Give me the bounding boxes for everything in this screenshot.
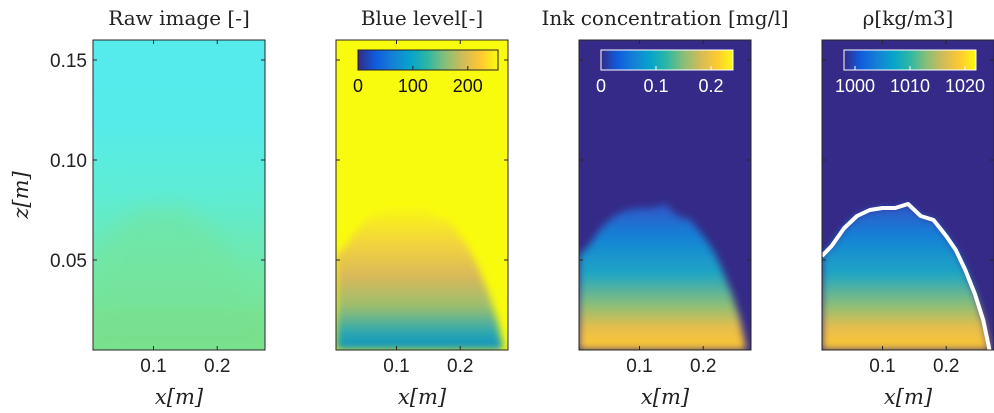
colorbar-tick-label: 1010 xyxy=(890,76,930,96)
axes-box-raw xyxy=(92,39,266,351)
y-tick-label: 0.05 xyxy=(50,251,87,272)
plume-blue xyxy=(336,204,504,350)
y-axis-label: z[m] xyxy=(9,171,33,220)
axes-box-density xyxy=(821,39,994,351)
axes-box-ink xyxy=(578,39,752,351)
x-tick-label: 0.2 xyxy=(204,356,230,377)
x-tick-label: 0.1 xyxy=(869,356,895,377)
axes-box-blue xyxy=(335,39,509,351)
colorbar-density: 1000 1010 1020 xyxy=(835,49,985,96)
colorbar-tick-label: 1000 xyxy=(835,76,875,96)
density-contour-line xyxy=(822,202,992,350)
subplot-raw: 0.1 0.2 0.05 0.10 0.15 Raw image [-] xyxy=(50,6,266,377)
x-tick-label: 0.2 xyxy=(447,356,473,377)
subplot-blue: 0 100 200 0.1 0.2 Blue level[-] xyxy=(335,6,509,377)
x-axis-label-blue: x[m] xyxy=(398,385,447,409)
colorbar-ink: 0 0.1 0.2 xyxy=(596,49,734,96)
x-axis-label-raw: x[m] xyxy=(155,385,204,409)
colorbar-tick-label: 0 xyxy=(353,76,363,96)
colorbar-gradient xyxy=(357,49,499,71)
heatmap-density xyxy=(822,40,994,350)
x-tick-label: 0.2 xyxy=(933,356,959,377)
bottom-band-raw xyxy=(93,310,265,350)
subplot-ink: 0 0.1 0.2 0.1 0.2 Ink concentration [mg/l] xyxy=(541,6,788,377)
x-axis-label-ink: x[m] xyxy=(641,385,690,409)
heatmap-ink xyxy=(579,40,751,350)
subplot-density: 1000 1010 1020 0.1 0.2 ρ[kg/m3] xyxy=(821,6,994,377)
y-tick-label: 0.15 xyxy=(50,51,87,72)
colorbar-tick-label: 100 xyxy=(398,76,428,96)
subplot-title-ink: Ink concentration [mg/l] xyxy=(541,6,788,30)
subplot-title-raw: Raw image [-] xyxy=(108,6,250,30)
y-tick-label: 0.10 xyxy=(50,151,87,172)
colorbar-blue: 0 100 200 xyxy=(353,49,499,96)
heatmap-raw xyxy=(93,40,265,350)
colorbar-gradient xyxy=(600,49,734,71)
colorbar-tick-label: 0.1 xyxy=(643,76,668,96)
x-axis-label-density: x[m] xyxy=(884,385,933,409)
x-tick-label: 0.2 xyxy=(690,356,716,377)
plume-ink xyxy=(579,204,747,350)
colorbar-tick-label: 200 xyxy=(453,76,483,96)
colorbar-tick-label: 0 xyxy=(596,76,606,96)
colorbar-tick-label: 1020 xyxy=(945,76,985,96)
x-tick-label: 0.1 xyxy=(140,356,166,377)
subplot-title-blue: Blue level[-] xyxy=(361,6,483,30)
x-tick-label: 0.1 xyxy=(383,356,409,377)
x-tick-label: 0.1 xyxy=(626,356,652,377)
colorbar-tick-label: 0.2 xyxy=(698,76,723,96)
subplot-title-density: ρ[kg/m3] xyxy=(863,6,954,30)
heatmap-blue xyxy=(336,40,508,350)
